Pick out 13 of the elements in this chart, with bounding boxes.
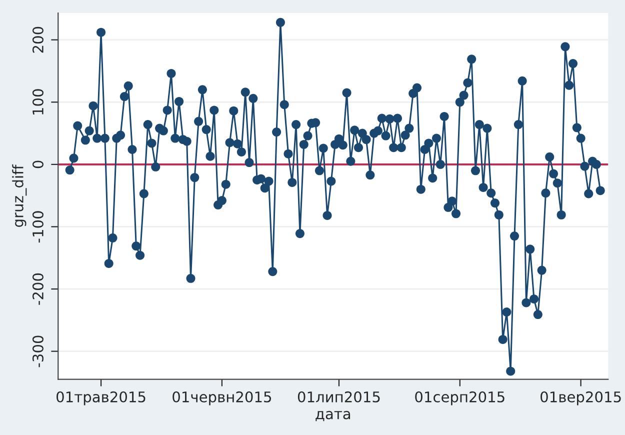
x-tick-label: 01трав2015 xyxy=(56,391,146,406)
x-tick-label: 01лип2015 xyxy=(298,391,380,402)
y-tick-label: 100 xyxy=(32,89,44,114)
y-tick-label: -200 xyxy=(32,273,44,305)
x-axis-title: дата xyxy=(316,410,350,422)
y-axis-title: gruz_diff xyxy=(12,164,27,227)
x-tick-label: 01серп2015 xyxy=(415,391,504,406)
x-tick-label: 01червн2015 xyxy=(172,391,271,406)
y-tick-label: -100 xyxy=(32,211,44,243)
y-tick-label: 200 xyxy=(32,26,44,53)
x-tick-label: 01вер2015 xyxy=(540,391,621,406)
y-tick-label: 0 xyxy=(32,160,44,168)
y-tick-label: -300 xyxy=(32,336,44,368)
